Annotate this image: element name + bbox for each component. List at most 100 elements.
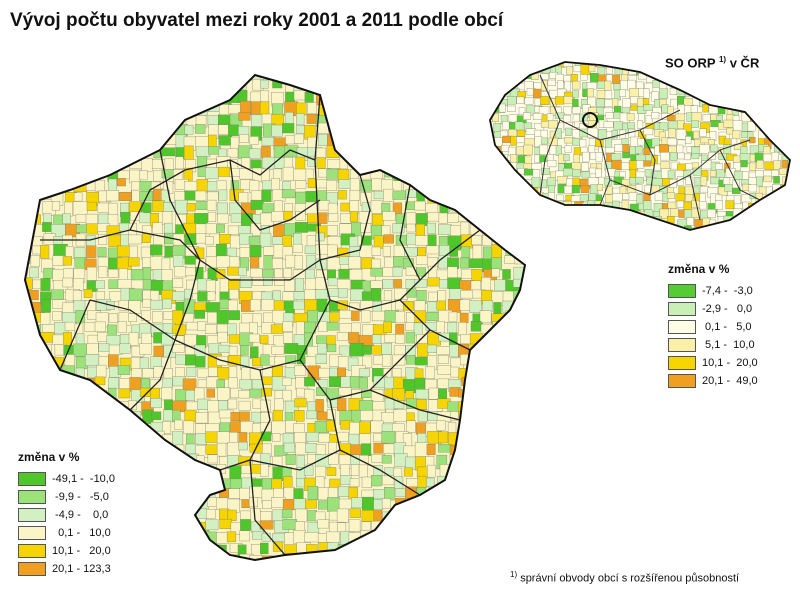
municipality-area xyxy=(766,122,777,130)
municipality-area xyxy=(206,388,215,398)
municipality-area xyxy=(772,106,783,113)
municipality-area xyxy=(749,217,758,226)
municipality-area xyxy=(395,334,405,344)
municipality-area xyxy=(62,123,73,135)
municipality-area xyxy=(417,343,429,358)
municipality-area xyxy=(239,75,250,77)
municipality-area xyxy=(108,234,122,247)
municipality-area xyxy=(438,178,453,189)
municipality-area xyxy=(711,236,720,242)
municipality-area xyxy=(349,211,358,223)
municipality-area xyxy=(305,356,317,367)
municipality-area xyxy=(216,202,228,215)
municipality-area xyxy=(53,101,63,113)
municipality-area xyxy=(590,73,599,83)
municipality-area xyxy=(676,144,684,154)
municipality-area xyxy=(772,123,782,132)
municipality-area xyxy=(643,219,651,227)
municipality-area xyxy=(780,121,790,132)
municipality-area xyxy=(734,217,744,224)
municipality-area xyxy=(98,432,111,444)
municipality-area xyxy=(194,309,205,319)
municipality-area xyxy=(120,234,129,248)
municipality-area xyxy=(152,101,162,111)
municipality-area xyxy=(249,245,262,258)
municipality-area xyxy=(765,224,772,230)
municipality-area xyxy=(171,552,186,560)
municipality-area xyxy=(447,277,462,289)
municipality-area xyxy=(142,137,151,146)
municipality-area xyxy=(749,88,758,99)
municipality-area xyxy=(686,217,694,226)
municipality-area xyxy=(507,217,515,228)
municipality-area xyxy=(527,400,536,408)
municipality-area xyxy=(284,112,294,125)
municipality-area xyxy=(504,432,515,443)
municipality-area xyxy=(654,163,662,171)
municipality-area xyxy=(710,227,719,230)
municipality-area xyxy=(481,190,495,200)
municipality-area xyxy=(637,62,646,65)
municipality-area xyxy=(763,153,773,163)
municipality-area xyxy=(117,365,131,375)
municipality-area xyxy=(740,160,748,168)
municipality-area xyxy=(598,210,609,219)
municipality-area xyxy=(749,98,759,109)
municipality-area xyxy=(772,83,783,91)
main-legend-item: 0,1 - 10,0 xyxy=(18,524,115,542)
municipality-area xyxy=(42,324,56,333)
municipality-area xyxy=(197,321,207,331)
municipality-area xyxy=(381,455,392,464)
municipality-area xyxy=(307,486,318,500)
municipality-area xyxy=(139,170,148,181)
municipality-area xyxy=(395,234,407,247)
municipality-area xyxy=(75,214,88,223)
municipality-area xyxy=(219,299,229,310)
municipality-area xyxy=(748,232,757,240)
municipality-area xyxy=(161,443,173,455)
municipality-area xyxy=(40,75,55,81)
municipality-area xyxy=(128,257,140,267)
municipality-area xyxy=(491,203,503,217)
municipality-area xyxy=(764,161,775,170)
municipality-area xyxy=(361,310,371,323)
municipality-area xyxy=(282,321,293,332)
municipality-area xyxy=(788,208,790,215)
municipality-area xyxy=(581,162,589,172)
municipality-area xyxy=(525,128,537,135)
municipality-area xyxy=(460,145,474,158)
municipality-area xyxy=(766,195,777,203)
municipality-area xyxy=(94,321,106,332)
municipality-area xyxy=(436,346,451,355)
municipality-area xyxy=(361,476,372,488)
municipality-area xyxy=(293,313,308,323)
municipality-area xyxy=(482,511,496,526)
municipality-area xyxy=(756,99,765,110)
municipality-area xyxy=(293,530,306,544)
municipality-area xyxy=(515,211,523,219)
municipality-area xyxy=(428,81,438,96)
municipality-area xyxy=(708,90,716,97)
municipality-area xyxy=(216,82,229,93)
municipality-area xyxy=(383,136,396,147)
municipality-area xyxy=(425,508,439,519)
municipality-area xyxy=(470,203,480,214)
municipality-area xyxy=(197,542,211,555)
municipality-area xyxy=(65,134,74,149)
municipality-area xyxy=(261,146,271,159)
legend-label: -9,9 - -5,0 xyxy=(52,491,109,503)
municipality-area xyxy=(780,193,790,205)
municipality-area xyxy=(349,508,361,518)
municipality-area xyxy=(779,107,787,115)
municipality-area xyxy=(151,200,165,212)
municipality-area xyxy=(715,88,725,98)
municipality-area xyxy=(406,288,417,298)
municipality-area xyxy=(571,232,581,240)
municipality-area xyxy=(117,245,131,258)
municipality-area xyxy=(316,147,327,160)
municipality-area xyxy=(513,179,523,190)
municipality-area xyxy=(438,487,451,499)
municipality-area xyxy=(119,489,131,499)
municipality-area xyxy=(317,533,327,544)
municipality-area xyxy=(448,311,458,322)
